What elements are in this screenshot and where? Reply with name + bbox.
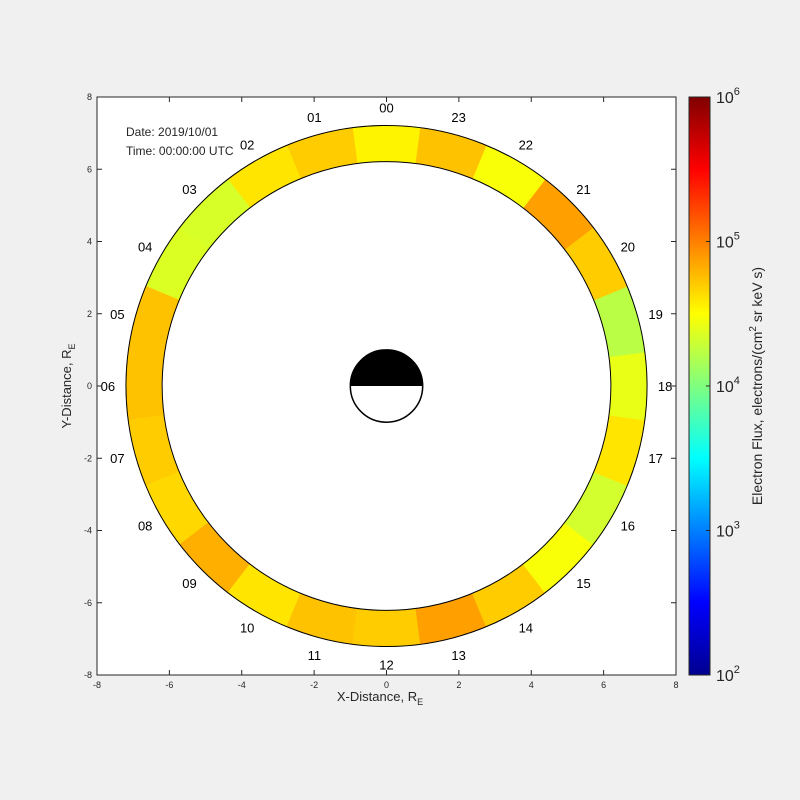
mlt-label-10: 10 — [240, 620, 254, 635]
flux-sector-00 — [352, 125, 421, 164]
x-tick-label: -2 — [310, 680, 318, 690]
y-tick-label: 8 — [87, 92, 92, 102]
y-tick-label: -2 — [84, 453, 92, 463]
earth-symbol — [349, 349, 424, 423]
date-annotation: Date: 2019/10/01 — [126, 125, 218, 139]
colorbar-tick-label: 103 — [716, 520, 740, 541]
mlt-label-05: 05 — [110, 307, 124, 322]
mlt-label-01: 01 — [307, 110, 321, 125]
x-tick-label: 4 — [529, 680, 534, 690]
flux-sector-12 — [352, 608, 421, 647]
flux-sector-18 — [608, 351, 648, 421]
mlt-label-13: 13 — [451, 648, 465, 663]
x-tick-label: 6 — [601, 680, 606, 690]
y-tick-label: 6 — [87, 164, 92, 174]
mlt-label-06: 06 — [101, 379, 115, 394]
mlt-label-20: 20 — [621, 240, 635, 255]
y-tick-label: -8 — [84, 670, 92, 680]
mlt-label-16: 16 — [621, 518, 635, 533]
y-tick-label: 2 — [87, 309, 92, 319]
mlt-label-11: 11 — [308, 648, 322, 663]
mlt-label-17: 17 — [648, 451, 662, 466]
flux-ring — [125, 125, 648, 647]
mlt-label-23: 23 — [451, 110, 465, 125]
x-tick-label: -8 — [93, 680, 101, 690]
mlt-label-12: 12 — [379, 658, 393, 673]
y-tick-label: 0 — [87, 381, 92, 391]
mlt-label-14: 14 — [519, 620, 533, 635]
mlt-labels: 00 01 02 03 04 05 06 07 08 09 10 11 12 13 14 15 16 17 18 19… — [101, 100, 673, 672]
colorbar-label: Electron Flux, electrons/(cm2 sr keV s) — [748, 267, 765, 505]
mlt-label-07: 07 — [110, 451, 124, 466]
mlt-label-08: 08 — [138, 518, 152, 533]
y-tick-label: -4 — [84, 526, 92, 536]
y-axis-label: Y-Distance, RE — [59, 343, 77, 428]
y-tick-label: 4 — [87, 237, 92, 247]
mlt-label-15: 15 — [576, 576, 590, 591]
colorbar-ticks: 102 103 104 105 106 — [706, 86, 740, 685]
earth-outline — [349, 349, 424, 423]
mlt-label-00: 00 — [379, 100, 393, 115]
x-tick-label: 8 — [673, 680, 678, 690]
earth-night-side — [350, 349, 423, 386]
x-tick-label: 0 — [384, 680, 389, 690]
mlt-label-18: 18 — [658, 379, 672, 394]
ring-outer-edge — [125, 124, 648, 648]
mlt-label-21: 21 — [576, 182, 590, 197]
colorbar-tick-label: 105 — [716, 231, 740, 252]
y-tick-label: -6 — [84, 598, 92, 608]
colorbar-tick-label: 106 — [716, 86, 740, 107]
mlt-label-02: 02 — [240, 138, 254, 153]
colorbar: 102 103 104 105 106 — [688, 86, 740, 685]
x-tick-label: -4 — [238, 680, 246, 690]
colorbar-tick-label: 102 — [716, 664, 740, 685]
flux-sector-06 — [125, 351, 165, 421]
x-axis-ticks: -8 -6 -4 -2 0 2 4 6 8 — [93, 97, 679, 690]
colorbar-tick-label: 104 — [716, 375, 740, 396]
plot-area: 0001020304050607080910111213141516171819… — [84, 92, 679, 690]
mlt-label-09: 09 — [182, 576, 196, 591]
mlt-label-03: 03 — [182, 182, 196, 197]
mlt-label-19: 19 — [648, 307, 662, 322]
x-axis-label: X-Distance, RE — [337, 689, 423, 707]
time-annotation: Time: 00:00:00 UTC — [126, 144, 234, 158]
x-tick-label: 2 — [456, 680, 461, 690]
mlt-label-04: 04 — [138, 240, 152, 255]
mlt-label-22: 22 — [519, 138, 533, 153]
x-tick-label: -6 — [165, 680, 173, 690]
